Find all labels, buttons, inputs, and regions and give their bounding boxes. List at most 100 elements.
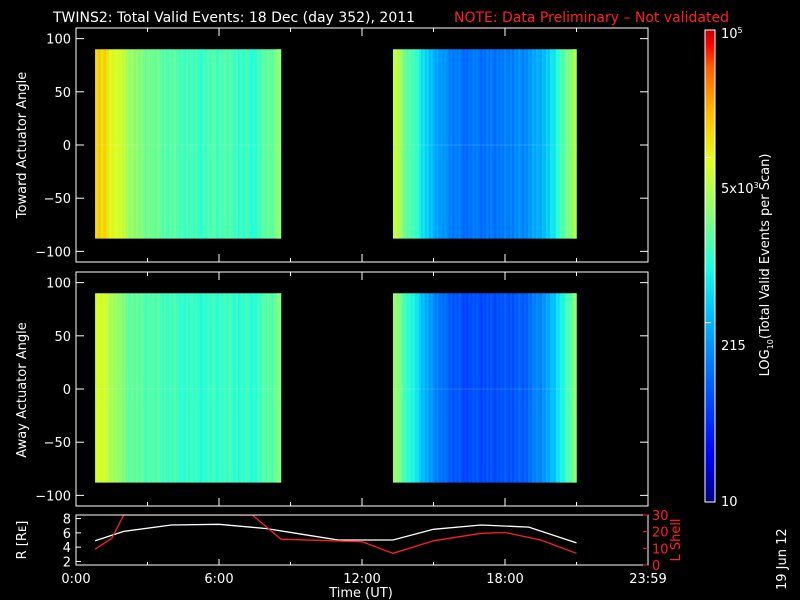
away-column bbox=[468, 293, 471, 483]
away-column bbox=[115, 293, 119, 483]
away-column bbox=[211, 293, 215, 483]
toward-column bbox=[154, 49, 158, 239]
orbit-r-ylabel: R [Rᴇ] bbox=[15, 521, 30, 560]
away-column bbox=[157, 293, 160, 483]
toward-column bbox=[95, 49, 99, 239]
colorbar-tick-top: 105 bbox=[721, 26, 743, 42]
toward-column bbox=[568, 49, 572, 239]
away-column bbox=[103, 293, 107, 483]
toward-column bbox=[145, 49, 148, 239]
toward-column bbox=[422, 49, 426, 239]
away-column bbox=[135, 293, 139, 483]
away-column bbox=[406, 293, 410, 483]
toward-column bbox=[178, 49, 182, 239]
toward-column bbox=[551, 49, 555, 239]
toward-column bbox=[535, 49, 539, 239]
colorbar-tick-215: 215 bbox=[721, 339, 746, 354]
away-column bbox=[496, 293, 499, 483]
toward-column bbox=[460, 49, 463, 239]
colorbar-gradient bbox=[704, 29, 716, 503]
away-column bbox=[454, 293, 457, 483]
toward-column bbox=[166, 49, 170, 239]
toward-column bbox=[488, 49, 491, 239]
away-column bbox=[520, 293, 523, 483]
away-column bbox=[261, 293, 265, 483]
toward-column bbox=[543, 49, 547, 239]
toward-column bbox=[504, 49, 507, 239]
away-column bbox=[245, 293, 248, 483]
away-column bbox=[532, 293, 535, 483]
away-column bbox=[448, 293, 451, 483]
toward-column bbox=[396, 49, 400, 239]
away-column bbox=[159, 293, 163, 483]
toward-zero-band bbox=[95, 144, 281, 146]
toward-column bbox=[111, 49, 115, 239]
toward-column bbox=[516, 49, 519, 239]
away-column bbox=[549, 293, 553, 483]
toward-column bbox=[233, 49, 236, 239]
away-column bbox=[432, 293, 435, 483]
away-column bbox=[164, 293, 167, 483]
away-column bbox=[142, 293, 146, 483]
away-column bbox=[422, 293, 426, 483]
away-column bbox=[190, 293, 194, 483]
away-column bbox=[195, 293, 198, 483]
away-column bbox=[557, 293, 561, 483]
away-column bbox=[108, 293, 113, 483]
away-zero-band bbox=[392, 388, 577, 390]
away-column bbox=[555, 293, 559, 483]
away-column bbox=[424, 293, 428, 483]
toward-column bbox=[416, 49, 420, 239]
toward-column bbox=[195, 49, 198, 239]
away-column bbox=[238, 293, 241, 483]
away-column bbox=[506, 293, 509, 483]
toward-column bbox=[428, 49, 432, 239]
toward-column bbox=[254, 49, 258, 239]
toward-column bbox=[164, 49, 167, 239]
away-column bbox=[396, 293, 400, 483]
away-column bbox=[209, 293, 213, 483]
away-column bbox=[176, 293, 179, 483]
away-column bbox=[221, 293, 225, 483]
toward-column bbox=[500, 49, 503, 239]
toward-column bbox=[555, 49, 559, 239]
away-column bbox=[121, 293, 124, 483]
away-column bbox=[418, 293, 422, 483]
toward-column bbox=[430, 49, 434, 239]
away-column bbox=[185, 293, 189, 483]
away-column bbox=[490, 293, 493, 483]
away-column bbox=[106, 293, 110, 483]
toward-ytick-label: −50 bbox=[44, 192, 71, 207]
away-column bbox=[269, 293, 272, 483]
away-column bbox=[460, 293, 463, 483]
time-xtick-label: 12:00 bbox=[343, 572, 380, 587]
orbit-ytick-label: 6 bbox=[63, 527, 71, 542]
toward-column bbox=[478, 49, 481, 239]
toward-column bbox=[392, 49, 396, 239]
away-column bbox=[171, 293, 175, 483]
away-column bbox=[476, 293, 479, 483]
colorbar: 105 5x103 215 10 LOG10(Total Valid Event… bbox=[704, 26, 775, 510]
away-column bbox=[474, 293, 477, 483]
toward-column bbox=[436, 49, 439, 239]
away-column bbox=[450, 293, 453, 483]
toward-zero-band bbox=[392, 144, 577, 146]
toward-column bbox=[565, 49, 569, 239]
toward-column bbox=[115, 49, 119, 239]
away-column bbox=[438, 293, 441, 483]
away-segment-0 bbox=[95, 293, 282, 483]
toward-column bbox=[434, 49, 437, 239]
away-column bbox=[440, 293, 443, 483]
toward-column bbox=[557, 49, 561, 239]
away-column bbox=[452, 293, 455, 483]
toward-column bbox=[468, 49, 471, 239]
preliminary-note: NOTE: Data Preliminary – Not validated bbox=[454, 10, 729, 26]
away-column bbox=[117, 293, 120, 483]
away-column bbox=[524, 293, 527, 483]
away-column bbox=[240, 293, 244, 483]
toward-column bbox=[273, 49, 277, 239]
away-column bbox=[565, 293, 569, 483]
toward-column bbox=[157, 49, 160, 239]
lshell-line bbox=[94, 515, 577, 554]
